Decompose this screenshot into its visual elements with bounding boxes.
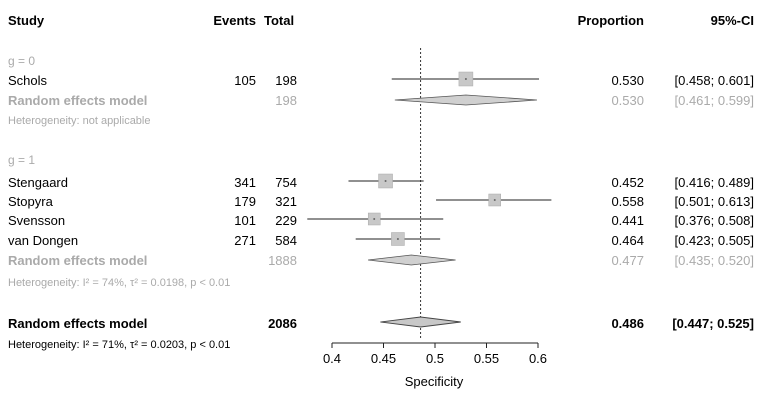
x-tick-label-2: 0.5 (426, 351, 444, 366)
study-total-schols: 198 (275, 73, 297, 88)
subgroup-model-ci-g0: [0.461; 0.599] (674, 93, 754, 108)
subgroup-model-prop-g0: 0.530 (611, 93, 644, 108)
study-events-van-dongen: 271 (234, 233, 256, 248)
study-ci-stopyra: [0.501; 0.613] (674, 194, 754, 209)
study-point-van-dongen (396, 238, 399, 240)
subgroup-diamond-g1 (368, 254, 456, 266)
study-total-stengaard: 754 (275, 175, 297, 190)
study-prop-stopyra: 0.558 (611, 194, 644, 209)
subgroup-label-g0: g = 0 (8, 54, 35, 68)
subgroup-model-ci-g1: [0.435; 0.520] (674, 253, 754, 268)
study-events-stopyra: 179 (234, 194, 256, 209)
subgroup-model-total-g1: 1888 (268, 253, 297, 268)
study-name-stengaard: Stengaard (8, 175, 68, 190)
study-ci-svensson: [0.376; 0.508] (674, 213, 754, 228)
forest-marks: 0.4 0.45 0.5 0.55 0.6 (307, 48, 552, 366)
header-study: Study (8, 13, 45, 28)
study-name-stopyra: Stopyra (8, 194, 54, 209)
overall-model-ci: [0.447; 0.525] (672, 316, 754, 331)
study-events-svensson: 101 (234, 213, 256, 228)
study-ci-stengaard: [0.416; 0.489] (674, 175, 754, 190)
study-point-stopyra (493, 199, 496, 201)
header-ci: 95%-CI (711, 13, 754, 28)
study-name-schols: Schols (8, 73, 48, 88)
subgroup-model-total-g0: 198 (275, 93, 297, 108)
heterogeneity-g0: Heterogeneity: not applicable (8, 115, 150, 127)
study-ci-van-dongen: [0.423; 0.505] (674, 233, 754, 248)
study-total-stopyra: 321 (275, 194, 297, 209)
header-events: Events (213, 13, 256, 28)
study-ci-schols: [0.458; 0.601] (674, 73, 754, 88)
study-prop-stengaard: 0.452 (611, 175, 644, 190)
study-events-stengaard: 341 (234, 175, 256, 190)
x-tick-label-0: 0.4 (323, 351, 341, 366)
overall-diamond (380, 316, 461, 328)
subgroup-label-g1: g = 1 (8, 153, 35, 167)
x-axis-label: Specificity (405, 374, 464, 389)
study-total-van-dongen: 584 (275, 233, 297, 248)
header-proportion: Proportion (578, 13, 644, 28)
header-total: Total (264, 13, 294, 28)
heterogeneity-g1: Heterogeneity: I² = 74%, τ² = 0.0198, p … (8, 277, 230, 289)
study-total-svensson: 229 (275, 213, 297, 228)
study-name-svensson: Svensson (8, 213, 65, 228)
x-tick-label-4: 0.6 (529, 351, 547, 366)
overall-model-total: 2086 (268, 316, 297, 331)
x-tick-label-1: 0.45 (371, 351, 396, 366)
subgroup-model-prop-g1: 0.477 (611, 253, 644, 268)
overall-model-prop: 0.486 (611, 316, 644, 331)
subgroup-model-label-g1: Random effects model (8, 253, 147, 268)
subgroup-diamond-g0 (394, 94, 537, 106)
study-point-stengaard (384, 180, 387, 182)
study-prop-schols: 0.530 (611, 73, 644, 88)
study-point-svensson (373, 218, 376, 220)
study-prop-van-dongen: 0.464 (611, 233, 644, 248)
subgroup-model-label-g0: Random effects model (8, 93, 147, 108)
overall-model-label: Random effects model (8, 316, 147, 331)
study-events-schols: 105 (234, 73, 256, 88)
heterogeneity-overall: Heterogeneity: I² = 71%, τ² = 0.0203, p … (8, 339, 230, 351)
study-prop-svensson: 0.441 (611, 213, 644, 228)
x-tick-label-3: 0.55 (474, 351, 499, 366)
study-point-schols (464, 78, 467, 80)
study-name-van-dongen: van Dongen (8, 233, 78, 248)
